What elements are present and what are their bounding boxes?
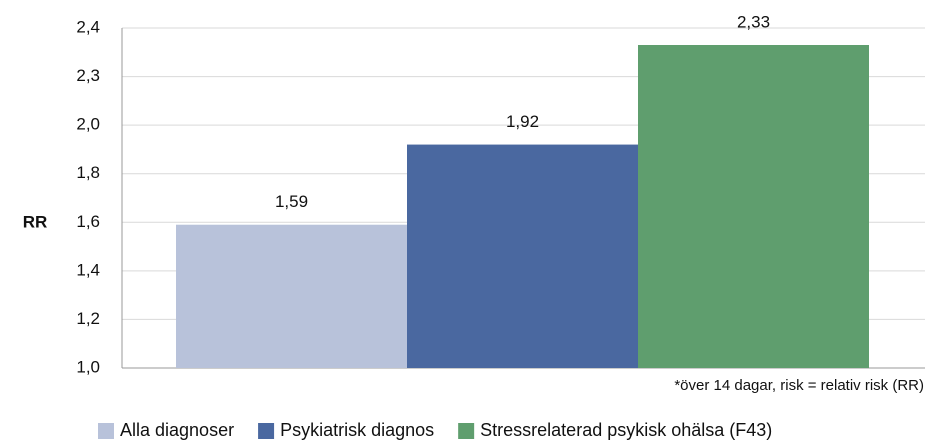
- y-tick-label: 1,8: [76, 163, 100, 182]
- value-label: 2,33: [737, 12, 770, 31]
- legend-swatch: [98, 423, 114, 439]
- bar: [638, 45, 869, 368]
- footnote: *över 14 dagar, risk = relativ risk (RR): [674, 377, 924, 394]
- legend-swatch: [258, 423, 275, 439]
- y-tick-label: 2,3: [76, 66, 100, 85]
- y-tick-label: 1,2: [76, 309, 100, 328]
- value-label: 1,59: [275, 192, 308, 211]
- y-tick-label: 1,4: [76, 260, 100, 279]
- legend-label: Stressrelaterad psykisk ohälsa (F43): [480, 420, 772, 440]
- y-tick-label: 1,6: [76, 212, 100, 231]
- legend-label: Psykiatrisk diagnos: [280, 420, 434, 440]
- y-axis-label: RR: [23, 212, 48, 231]
- bar: [407, 144, 638, 368]
- value-label: 1,92: [506, 112, 539, 131]
- y-tick-label: 1,0: [76, 357, 100, 376]
- y-tick-label: 2,0: [76, 115, 100, 134]
- legend-label: Alla diagnoser: [120, 420, 234, 440]
- legend-swatch: [458, 423, 475, 439]
- bar: [176, 224, 407, 368]
- y-tick-label: 2,4: [76, 17, 100, 36]
